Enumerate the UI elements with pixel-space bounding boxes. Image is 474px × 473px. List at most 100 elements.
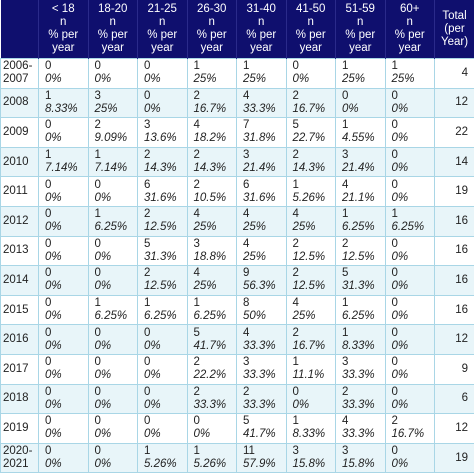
count: 0: [45, 356, 85, 369]
percent: 14.3%: [293, 162, 333, 175]
count: 0: [95, 445, 135, 458]
percent: 16.7%: [293, 340, 333, 353]
count: 0: [392, 297, 432, 310]
year-label: 2012: [1, 206, 39, 236]
count: 6: [144, 179, 184, 192]
total: 22: [435, 118, 474, 148]
count: 2: [293, 149, 333, 162]
percent: 4.55%: [342, 132, 382, 145]
percent: 15.8%: [342, 458, 382, 471]
count: 0: [293, 386, 333, 399]
count: 2: [194, 179, 234, 192]
count: 0: [45, 179, 85, 192]
count: 4: [293, 297, 333, 310]
percent: 0%: [144, 103, 184, 116]
total: 12: [435, 325, 474, 355]
percent: 0%: [45, 369, 85, 382]
percent: 25%: [95, 103, 135, 116]
count: 0: [144, 386, 184, 399]
count: 5: [342, 267, 382, 280]
count: 4: [194, 119, 234, 132]
count: 5: [144, 238, 184, 251]
total: 16: [435, 295, 474, 325]
percent: 0%: [45, 340, 85, 353]
count: 2: [144, 149, 184, 162]
percent: 12.5%: [342, 251, 382, 264]
percent: 0%: [392, 103, 432, 116]
count: 3: [342, 149, 382, 162]
percent: 21.4%: [342, 162, 382, 175]
count: 0: [144, 60, 184, 73]
count: 2: [144, 267, 184, 280]
count: 6: [243, 179, 283, 192]
percent: 0%: [95, 369, 135, 382]
percent: 0%: [95, 458, 135, 471]
year-label: 2013: [1, 236, 39, 266]
count: 1: [243, 60, 283, 73]
percent: 0%: [392, 369, 432, 382]
count: 0: [144, 327, 184, 340]
percent: 9.09%: [95, 132, 135, 145]
count: 2: [392, 415, 432, 428]
percent: 31.6%: [243, 192, 283, 205]
count: 2: [194, 90, 234, 103]
count: 1: [194, 445, 234, 458]
percent: 0%: [95, 73, 135, 86]
column-header: 18-20 n % per year: [88, 0, 138, 59]
count: 1: [95, 297, 135, 310]
percent: 25%: [243, 221, 283, 234]
percent: 33.3%: [342, 428, 382, 441]
percent: 0%: [95, 251, 135, 264]
count: 0: [144, 90, 184, 103]
percent: 33.3%: [342, 369, 382, 382]
count: 0: [392, 90, 432, 103]
percent: 0%: [45, 73, 85, 86]
percent: 0%: [45, 280, 85, 293]
percent: 21.4%: [243, 162, 283, 175]
percent: 0%: [45, 192, 85, 205]
count: 0: [392, 327, 432, 340]
percent: 33.3%: [194, 399, 234, 412]
percent: 12.5%: [144, 280, 184, 293]
column-header: Total (per Year): [435, 0, 474, 59]
